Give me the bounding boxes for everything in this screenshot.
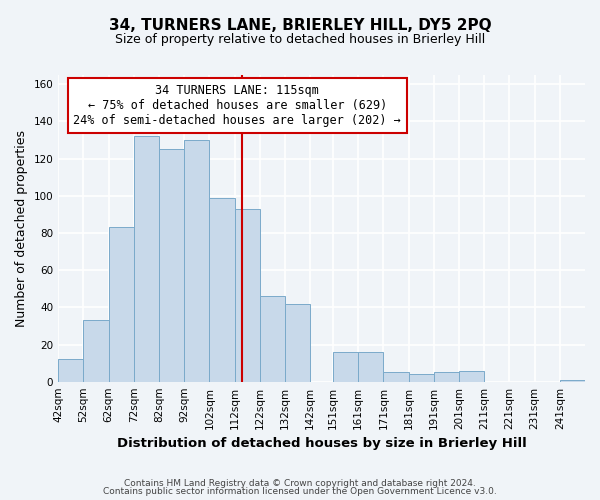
Bar (235, 209, 260, 382)
Bar (209, 198, 235, 382)
Text: Contains public sector information licensed under the Open Government Licence v3: Contains public sector information licen… (103, 487, 497, 496)
Bar (109, 228, 134, 382)
Bar (83, 320, 109, 382)
Bar (184, 140, 209, 382)
Text: Size of property relative to detached houses in Brierley Hill: Size of property relative to detached ho… (115, 32, 485, 46)
Bar (134, 136, 159, 382)
Bar (260, 296, 285, 382)
Bar (383, 372, 409, 382)
Bar (409, 374, 434, 382)
Bar (459, 370, 484, 382)
Bar (159, 150, 184, 382)
Bar (560, 380, 585, 382)
Bar (358, 352, 383, 382)
Text: 34 TURNERS LANE: 115sqm
← 75% of detached houses are smaller (629)
24% of semi-d: 34 TURNERS LANE: 115sqm ← 75% of detache… (73, 84, 401, 127)
Text: Contains HM Land Registry data © Crown copyright and database right 2024.: Contains HM Land Registry data © Crown c… (124, 478, 476, 488)
Bar (58, 360, 83, 382)
Text: 34, TURNERS LANE, BRIERLEY HILL, DY5 2PQ: 34, TURNERS LANE, BRIERLEY HILL, DY5 2PQ (109, 18, 491, 32)
Bar (285, 304, 310, 382)
Bar (434, 372, 459, 382)
X-axis label: Distribution of detached houses by size in Brierley Hill: Distribution of detached houses by size … (117, 437, 526, 450)
Y-axis label: Number of detached properties: Number of detached properties (15, 130, 28, 327)
Bar (333, 352, 358, 382)
